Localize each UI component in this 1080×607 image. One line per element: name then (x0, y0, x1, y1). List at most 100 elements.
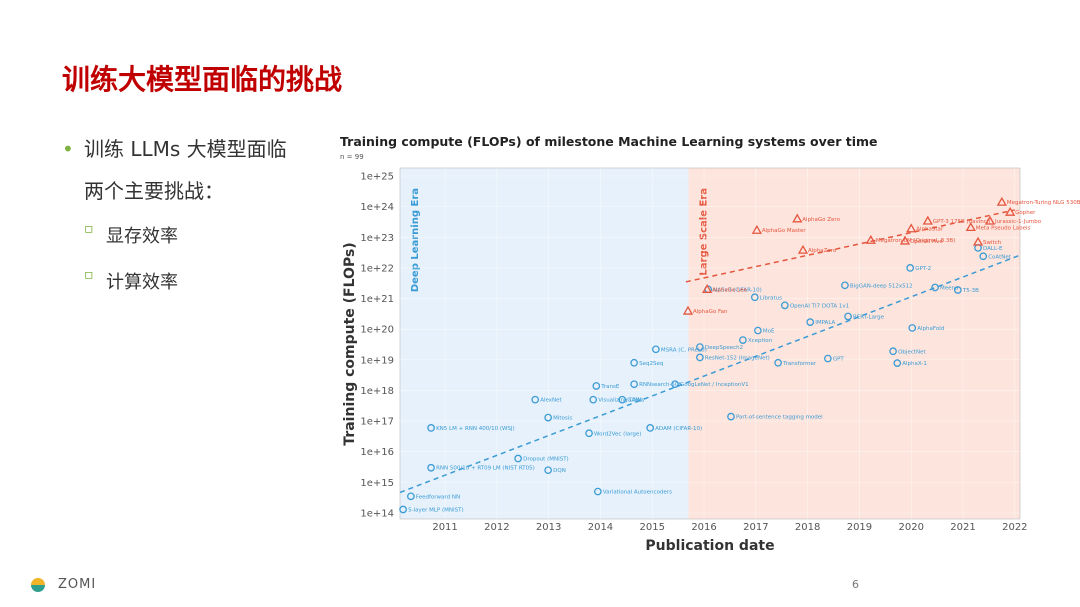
point-label: TransE (600, 384, 620, 390)
y-tick-label: 1e+14 (360, 509, 394, 520)
point-label: AlphaGo Fan (693, 309, 728, 315)
point-label: DQN (553, 468, 566, 474)
x-tick-label: 2012 (484, 522, 509, 533)
data-point (953, 286, 962, 294)
point-label: RNN 500/10 + RT09 LM (NIST RT05) (436, 466, 535, 472)
y-tick-label: 1e+24 (360, 202, 394, 213)
point-label: AlphaZero (808, 248, 837, 254)
point-label: ResNet-152 (ImageNet) (705, 355, 770, 361)
point-label: Libratus (760, 295, 782, 301)
x-tick-label: 2017 (743, 522, 768, 533)
data-point (592, 382, 601, 390)
data-point (996, 196, 1007, 206)
point-label: Switch (983, 240, 1002, 246)
sub-bullet: 显存效率 (84, 221, 178, 248)
x-tick-label: 2014 (588, 522, 613, 533)
point-label: RNNsearch-50* (639, 382, 681, 388)
point-label: Mitosis (553, 416, 572, 422)
point-label: OpenAI TI7 DOTA 1v1 (790, 303, 849, 309)
data-point (618, 395, 627, 404)
footer-brand: ZOMI (58, 577, 97, 592)
x-tick-label: 2015 (640, 522, 665, 533)
point-label: ObjectNet (898, 349, 926, 355)
page-number: 6 (852, 578, 859, 591)
x-tick-label: 2016 (691, 522, 716, 533)
data-point (908, 324, 917, 332)
slide-title: 训练大模型面临的挑战 (62, 63, 343, 96)
data-point (585, 429, 593, 438)
point-label: Megatron-LM (Original, 8.3B) (876, 238, 956, 244)
data-point (750, 293, 759, 302)
chart-title: Training compute (FLOPs) of milestone Ma… (340, 134, 878, 149)
x-tick-label: 2022 (1002, 522, 1027, 533)
data-point (823, 354, 832, 363)
data-point (899, 235, 911, 245)
point-label: ADAM (CIFAR-10) (655, 426, 702, 432)
y-tick-label: 1e+15 (360, 478, 394, 489)
data-point (889, 347, 897, 356)
data-point (427, 424, 435, 432)
y-tick-label: 1e+25 (360, 172, 394, 183)
y-tick-label: 1e+20 (360, 325, 394, 336)
data-point (544, 466, 552, 475)
data-point (1005, 206, 1016, 216)
point-label: Feedforward NN (416, 494, 460, 500)
era-band (400, 168, 689, 519)
x-tick-label: 2021 (950, 522, 975, 533)
data-point (922, 215, 933, 225)
point-label: Transformer (782, 361, 817, 367)
point-label: OpenAI Five (910, 239, 943, 245)
data-point (984, 215, 996, 225)
x-tick-label: 2013 (536, 522, 561, 533)
data-point (630, 380, 638, 389)
data-point (646, 424, 655, 432)
chart-subtitle: n = 99 (340, 153, 364, 161)
data-point (671, 380, 679, 389)
plot-frame (399, 167, 1021, 520)
data-point (906, 264, 915, 272)
data-point (682, 305, 694, 315)
point-label: DeepSpeech2 (705, 345, 743, 351)
data-point (739, 336, 747, 344)
point-label: AlphaGo Lee (712, 287, 747, 293)
point-label: GPT-2 (915, 266, 931, 272)
point-label: 5-layer MLP (MNIST) (408, 508, 464, 514)
data-point (893, 359, 902, 367)
data-point (702, 284, 713, 293)
point-label: AlphaX-1 (902, 361, 927, 367)
x-tick-label: 2020 (899, 522, 924, 533)
y-tick-label: 1e+16 (360, 447, 394, 458)
point-label: BERT-Large (853, 314, 885, 320)
point-label: KN5 LM + RNN 400/10 (WSJ) (436, 426, 515, 432)
point-label: AlphaGo Zero (802, 217, 840, 223)
point-label: Meta Pseudo Labels (976, 225, 1031, 231)
point-label: AlexNet (540, 398, 562, 404)
point-label: GoogLeNet / InceptionV1 (680, 382, 749, 388)
data-point (844, 312, 852, 321)
point-label: GPT (833, 357, 845, 363)
data-point (979, 252, 988, 261)
y-tick-label: 1e+23 (360, 233, 394, 244)
point-label: AlphaStar (916, 227, 944, 233)
data-point (589, 395, 598, 404)
point-label: Meena (940, 285, 958, 291)
data-point (427, 463, 435, 472)
data-point (696, 343, 704, 351)
point-label: Dropout (MNIST) (523, 457, 569, 463)
data-point (797, 244, 809, 254)
data-point (780, 301, 789, 310)
data-point (774, 358, 782, 367)
data-point (696, 353, 704, 362)
bullet: 训练 LLMs 大模型面临两个主要挑战： (62, 128, 289, 212)
point-label: Variational Autoencoders (603, 490, 672, 496)
x-tick-label: 2019 (847, 522, 872, 533)
point-label: MSRA (C, PReLU) (661, 347, 707, 353)
point-label: Visualizing CNNs (598, 398, 644, 404)
point-label: T5-3B (962, 288, 979, 294)
data-point (841, 281, 849, 290)
data-point (865, 234, 876, 244)
data-point (514, 454, 522, 463)
point-label: Seq2Seq (639, 361, 663, 367)
point-label: GPT-3 175B (davinci) (933, 219, 991, 225)
